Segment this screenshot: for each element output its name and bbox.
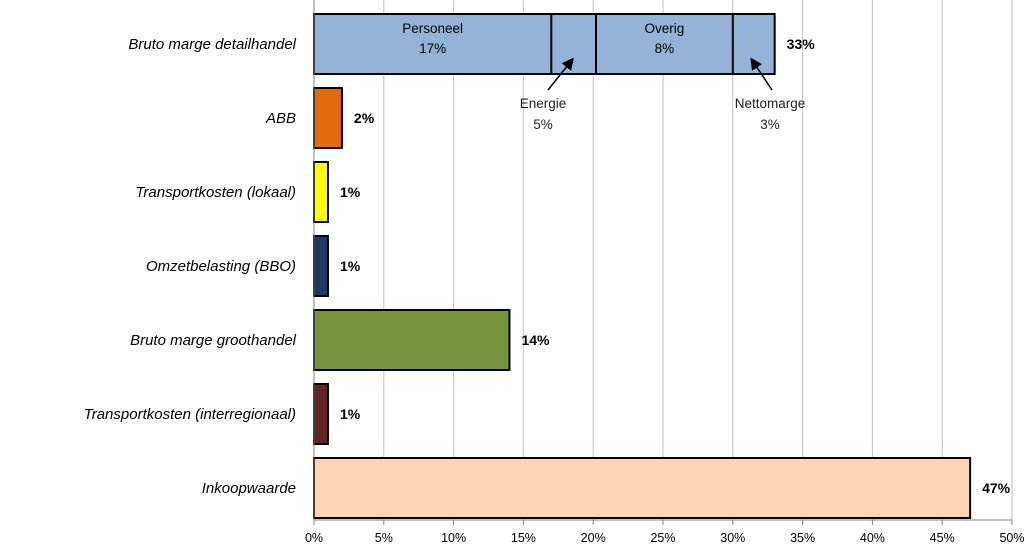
- x-tick-label: 0%: [305, 531, 323, 545]
- value-labels: 33% 2% 1% 1% 14% 1% 47%: [340, 36, 1011, 496]
- bars: [313, 13, 972, 519]
- x-tick-label: 15%: [511, 531, 536, 545]
- category-label: ABB: [265, 110, 296, 127]
- bar: [313, 235, 329, 297]
- bar: [313, 309, 511, 371]
- category-label: Omzetbelasting (BBO): [146, 258, 296, 275]
- value-label: 33%: [787, 36, 816, 52]
- x-tick-label: 20%: [581, 531, 606, 545]
- annotations: Energie 5% Nettomarge 3%: [520, 57, 806, 132]
- value-label: 1%: [340, 406, 361, 422]
- bar: [313, 87, 343, 149]
- segment-value-label: 8%: [655, 41, 675, 56]
- value-label: 1%: [340, 258, 361, 274]
- category-label: Bruto marge groothandel: [130, 332, 297, 349]
- x-tick-label: 30%: [720, 531, 745, 545]
- annotation-name-label: Nettomarge: [735, 96, 806, 111]
- category-label: Transportkosten (lokaal): [135, 184, 296, 201]
- bar: [313, 161, 329, 223]
- annotation-arrow: [547, 57, 574, 91]
- x-tick-label: 50%: [999, 531, 1024, 545]
- category-label: Transportkosten (interregionaal): [84, 406, 296, 423]
- annotation-arrow: [750, 57, 773, 91]
- category-labels: Bruto marge detailhandel ABB Transportkost…: [84, 36, 297, 497]
- x-tick-label: 25%: [650, 531, 675, 545]
- category-label: Bruto marge detailhandel: [128, 36, 296, 53]
- value-label: 47%: [982, 480, 1011, 496]
- value-label: 2%: [354, 110, 375, 126]
- x-tick-label: 45%: [930, 531, 955, 545]
- bar: [313, 457, 972, 519]
- bar: [313, 13, 776, 75]
- x-tick-label: 35%: [790, 531, 815, 545]
- value-label: 14%: [521, 332, 550, 348]
- annotation-name-label: Energie: [520, 96, 567, 111]
- x-axis: 0% 5% 10% 15% 20% 25% 30% 35% 40% 45% 50%: [305, 0, 1025, 545]
- annotation-value-label: 5%: [533, 117, 553, 132]
- segment-value-label: 17%: [419, 41, 446, 56]
- x-tick-label: 10%: [441, 531, 466, 545]
- value-label: 1%: [340, 184, 361, 200]
- bar: [313, 383, 329, 445]
- segment-name-label: Personeel: [402, 21, 463, 36]
- category-label: Inkoopwaarde: [202, 480, 296, 497]
- gridlines: [383, 0, 1013, 520]
- stacked-segments: Personeel 17% Overig 8%: [402, 14, 734, 74]
- annotation-value-label: 3%: [760, 117, 780, 132]
- segment-name-label: Overig: [645, 21, 685, 36]
- x-tick-label: 5%: [375, 531, 393, 545]
- x-tick-label: 40%: [860, 531, 885, 545]
